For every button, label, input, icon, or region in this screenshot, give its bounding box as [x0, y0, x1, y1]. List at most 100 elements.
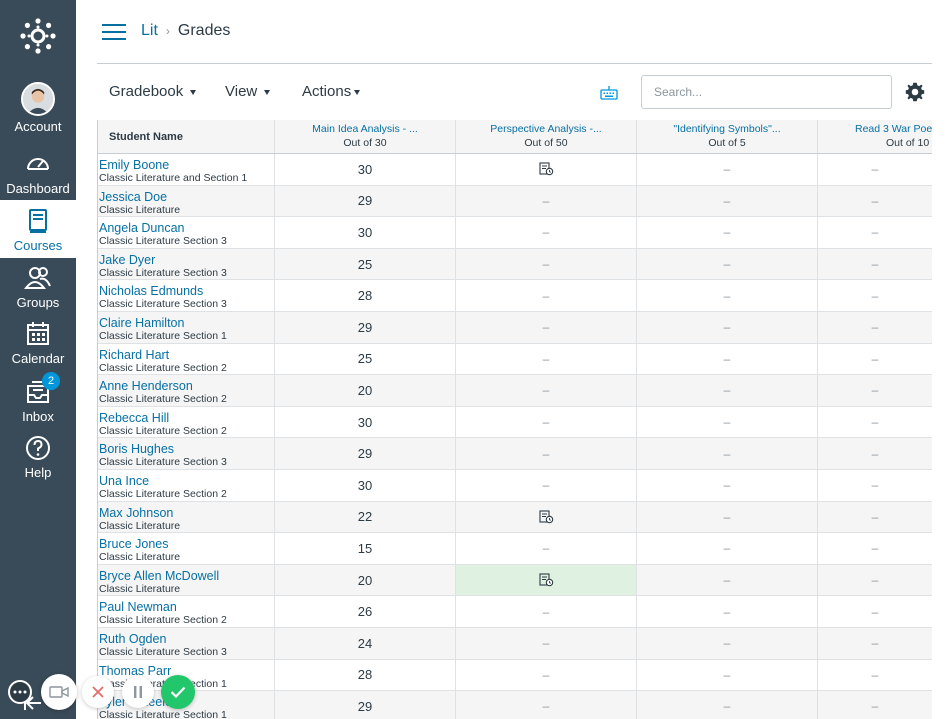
nav-courses[interactable]: Courses [0, 200, 76, 258]
grade-cell[interactable]: 29 [275, 438, 456, 469]
grade-cell[interactable]: – [818, 565, 932, 596]
nav-account[interactable]: Account [0, 82, 76, 138]
student-name-link[interactable]: Boris Hughes [99, 442, 175, 457]
actions-menu[interactable]: Actions [302, 83, 361, 100]
student-name-link[interactable]: Nicholas Edmunds [99, 284, 204, 299]
course-menu-toggle[interactable] [102, 24, 126, 42]
finish-recording-button[interactable] [161, 675, 195, 709]
grade-cell[interactable]: – [818, 312, 932, 343]
grade-cell[interactable]: 22 [275, 501, 456, 533]
grade-cell[interactable]: 30 [275, 217, 456, 248]
grade-cell[interactable]: – [456, 628, 637, 659]
grade-cell[interactable]: 15 [275, 533, 456, 564]
grade-cell[interactable]: – [456, 438, 637, 469]
grade-cell[interactable]: – [637, 659, 818, 691]
student-name-link[interactable]: Claire Hamilton [99, 316, 185, 330]
grade-cell[interactable]: – [637, 343, 818, 375]
grade-cell[interactable]: – [456, 185, 637, 217]
grade-cell[interactable]: – [818, 660, 932, 691]
grade-cell[interactable]: – [818, 438, 932, 469]
grade-cell[interactable]: – [818, 280, 932, 311]
student-name-link[interactable]: Ruth Ogden [99, 632, 167, 646]
grade-cell[interactable]: – [637, 248, 818, 280]
column-header[interactable]: Perspective Analysis -... Out of 50 [456, 120, 637, 153]
gradebook-menu[interactable]: Gradebook [109, 83, 197, 100]
student-name-link[interactable]: Angela Duncan [99, 221, 185, 236]
nav-help[interactable]: Help [0, 434, 76, 490]
grade-cell[interactable]: – [818, 407, 932, 438]
grade-cell[interactable]: 25 [275, 248, 456, 280]
grade-cell[interactable]: – [637, 280, 818, 311]
column-header[interactable]: "Identifying Symbols"... Out of 5 [637, 120, 818, 153]
keyboard-shortcuts-icon[interactable] [600, 86, 618, 100]
more-options-button[interactable] [8, 680, 32, 704]
student-name-link[interactable]: Richard Hart [99, 347, 170, 362]
cancel-recording-button[interactable] [82, 676, 114, 708]
grade-cell[interactable]: 24 [275, 628, 456, 659]
student-name-link[interactable]: Anne Henderson [99, 379, 193, 394]
grade-cell[interactable]: – [456, 406, 637, 438]
grade-cell[interactable]: – [456, 375, 637, 406]
grade-cell[interactable]: – [818, 217, 932, 248]
grade-cell[interactable]: 29 [275, 185, 456, 217]
student-name-link[interactable]: Bruce Jones [99, 537, 169, 552]
grade-cell[interactable]: – [818, 375, 932, 406]
grade-cell[interactable]: – [818, 533, 932, 564]
grade-cell[interactable]: 30 [275, 154, 456, 185]
grade-cell[interactable]: – [637, 154, 818, 185]
gear-icon[interactable] [905, 82, 925, 102]
nav-calendar[interactable]: Calendar [0, 320, 76, 376]
student-name-link[interactable]: Rebecca Hill [99, 410, 170, 425]
pause-recording-button[interactable] [122, 676, 154, 708]
grade-cell[interactable]: – [818, 249, 932, 280]
grade-cell[interactable]: – [456, 217, 637, 248]
column-title[interactable]: Read 3 War Poems [855, 123, 932, 135]
camera-toggle-button[interactable] [41, 674, 77, 710]
grade-cell[interactable]: 30 [275, 470, 456, 501]
grade-cell[interactable]: – [456, 659, 637, 691]
grade-cell[interactable]: – [637, 217, 818, 248]
grade-cell[interactable]: – [456, 596, 637, 627]
grade-cell[interactable]: – [818, 344, 932, 375]
student-name-link[interactable]: Emily Boone [99, 158, 170, 172]
grade-cell[interactable]: 26 [275, 596, 456, 627]
grade-cell[interactable]: – [637, 375, 818, 406]
grade-cell[interactable]: – [637, 596, 818, 627]
student-name-link[interactable]: Max Johnson [99, 505, 174, 520]
grade-cell[interactable]: – [456, 343, 637, 375]
grade-cell[interactable]: – [818, 596, 932, 627]
grade-cell[interactable]: 25 [275, 343, 456, 375]
nav-groups[interactable]: Groups [0, 264, 76, 320]
grade-cell[interactable]: – [637, 438, 818, 469]
grade-cell[interactable]: – [637, 406, 818, 438]
grade-cell[interactable]: – [818, 628, 932, 659]
grade-cell[interactable]: – [637, 312, 818, 343]
student-name-link[interactable]: Thomas Parr [99, 663, 172, 678]
student-name-link[interactable]: Una Ince [99, 474, 150, 488]
grade-cell[interactable]: – [818, 502, 932, 533]
grade-cell[interactable]: 28 [275, 659, 456, 691]
breadcrumb-course-link[interactable]: Lit [141, 22, 158, 39]
grade-cell[interactable]: – [637, 564, 818, 596]
canvas-logo-icon[interactable] [18, 16, 58, 56]
grade-cell[interactable]: 30 [275, 406, 456, 438]
grade-cell[interactable]: – [637, 691, 818, 719]
column-header[interactable]: Main Idea Analysis - ... Out of 30 [275, 120, 456, 153]
student-name-header[interactable]: Student Name [98, 120, 275, 153]
grade-cell[interactable]: 20 [275, 375, 456, 406]
grade-cell[interactable]: – [818, 154, 932, 185]
column-title[interactable]: Perspective Analysis -... [490, 123, 602, 135]
grade-cell[interactable]: – [456, 312, 637, 343]
column-title[interactable]: "Identifying Symbols"... [673, 123, 781, 135]
grade-cell[interactable]: – [637, 470, 818, 501]
nav-dashboard[interactable]: Dashboard [0, 150, 76, 206]
grade-cell[interactable]: 29 [275, 312, 456, 343]
student-name-link[interactable]: Jake Dyer [99, 252, 156, 267]
grade-cell[interactable]: – [456, 280, 637, 311]
search-input[interactable] [641, 75, 892, 109]
grade-cell[interactable]: – [818, 691, 932, 719]
grade-cell[interactable]: – [818, 186, 932, 217]
grade-cell[interactable]: – [637, 185, 818, 217]
grade-cell[interactable] [456, 501, 637, 533]
grade-cell[interactable] [456, 154, 637, 185]
